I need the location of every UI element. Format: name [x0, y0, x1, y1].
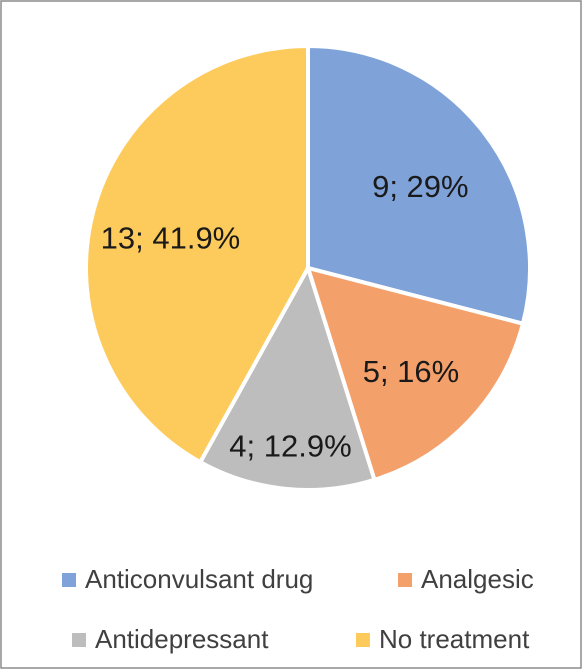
data-label: 5; 16%: [363, 354, 460, 389]
legend-label: No treatment: [379, 624, 530, 654]
legend-label: Antidepressant: [95, 624, 269, 654]
data-label: 9; 29%: [372, 169, 469, 204]
pie-slice: [306, 43, 532, 327]
pie-slice: [84, 43, 310, 465]
legend-swatch: [62, 573, 76, 587]
pie-slice: [197, 262, 377, 492]
legend-swatch: [356, 633, 370, 647]
legend-swatch: [72, 633, 86, 647]
pie-slice: [305, 265, 526, 483]
legend-label: Analgesic: [421, 564, 534, 594]
data-label: 13; 41.9%: [101, 221, 241, 256]
data-label: 4; 12.9%: [229, 428, 351, 463]
legend-label: Anticonvulsant drug: [85, 564, 313, 594]
legend-swatch: [398, 573, 412, 587]
